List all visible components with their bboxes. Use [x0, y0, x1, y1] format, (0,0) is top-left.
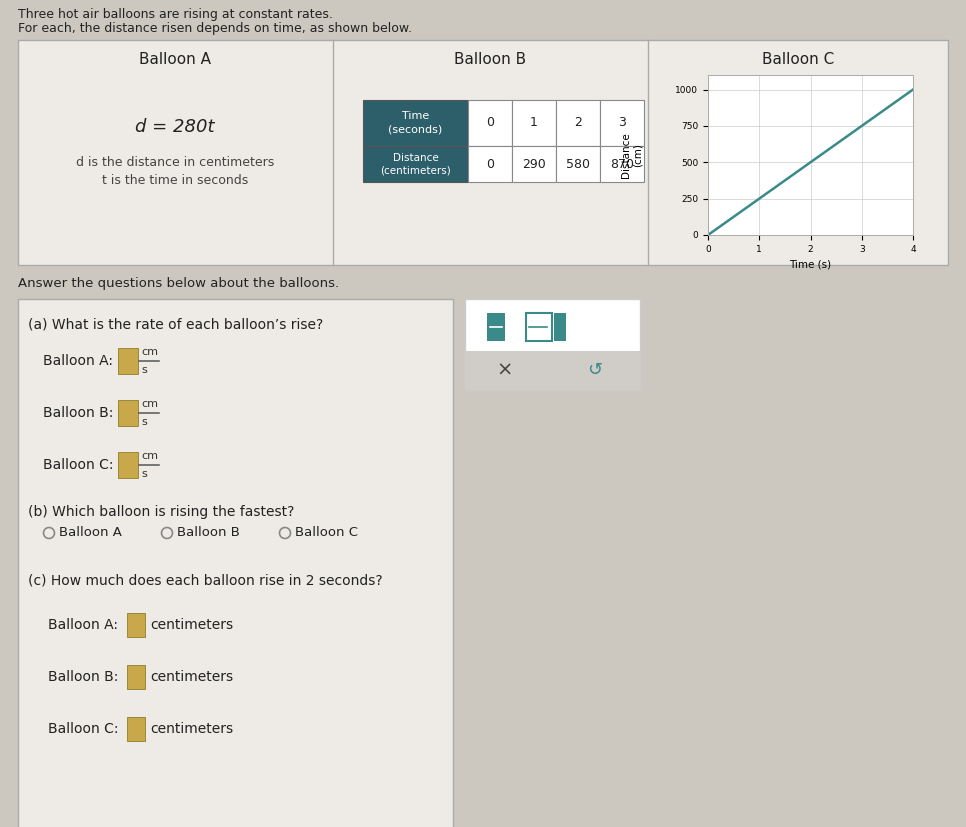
Text: Balloon B: Balloon B: [177, 527, 240, 539]
Text: 3: 3: [618, 117, 626, 130]
Text: Balloon A:: Balloon A:: [43, 354, 113, 368]
Text: cm: cm: [141, 399, 158, 409]
Bar: [556, 100, 600, 146]
Text: 2: 2: [574, 117, 582, 130]
Text: centimeters: centimeters: [150, 618, 233, 632]
Text: ↺: ↺: [587, 361, 603, 379]
Bar: [487, 313, 505, 341]
X-axis label: Time (s): Time (s): [789, 260, 832, 270]
Text: Balloon A: Balloon A: [139, 52, 211, 67]
Bar: [526, 313, 552, 341]
Text: 1: 1: [530, 117, 538, 130]
Bar: [127, 665, 145, 689]
Text: Balloon B:: Balloon B:: [48, 670, 119, 684]
Bar: [554, 313, 566, 341]
Text: cm: cm: [141, 451, 158, 461]
Text: Three hot air balloons are rising at constant rates.: Three hot air balloons are rising at con…: [18, 8, 333, 21]
Bar: [512, 146, 556, 182]
Bar: [18, 299, 453, 827]
Text: t is the time in seconds: t is the time in seconds: [101, 174, 248, 187]
Bar: [118, 400, 138, 426]
Y-axis label: Distance
(cm): Distance (cm): [621, 132, 642, 178]
Text: d = 280t: d = 280t: [135, 118, 214, 136]
Text: Time
(seconds): Time (seconds): [388, 112, 442, 135]
Text: Balloon C:: Balloon C:: [48, 722, 119, 736]
Bar: [512, 100, 556, 146]
Bar: [363, 146, 468, 182]
Bar: [363, 100, 468, 146]
Text: Balloon B:: Balloon B:: [43, 406, 113, 420]
Text: 290: 290: [523, 157, 546, 170]
Text: Balloon A: Balloon A: [59, 527, 122, 539]
Text: d is the distance in centimeters: d is the distance in centimeters: [76, 156, 274, 169]
Bar: [468, 146, 512, 182]
Text: Balloon C: Balloon C: [295, 527, 358, 539]
Text: 870: 870: [610, 157, 634, 170]
Bar: [600, 100, 644, 146]
Text: Answer the questions below about the balloons.: Answer the questions below about the bal…: [18, 277, 339, 290]
Bar: [468, 100, 512, 146]
Text: For each, the distance risen depends on time, as shown below.: For each, the distance risen depends on …: [18, 22, 412, 35]
Text: cm: cm: [141, 347, 158, 357]
Text: 0: 0: [486, 157, 494, 170]
Bar: [556, 146, 600, 182]
Bar: [127, 613, 145, 637]
Bar: [465, 299, 640, 389]
Text: Balloon C: Balloon C: [762, 52, 834, 67]
Text: s: s: [141, 469, 147, 479]
Text: (c) How much does each balloon rise in 2 seconds?: (c) How much does each balloon rise in 2…: [28, 573, 383, 587]
Text: Balloon A:: Balloon A:: [48, 618, 118, 632]
Text: (a) What is the rate of each balloon’s rise?: (a) What is the rate of each balloon’s r…: [28, 317, 324, 331]
Text: s: s: [141, 365, 147, 375]
Text: Distance
(centimeters): Distance (centimeters): [381, 153, 451, 175]
Text: 0: 0: [486, 117, 494, 130]
Bar: [127, 717, 145, 741]
Bar: [118, 348, 138, 374]
Text: centimeters: centimeters: [150, 670, 233, 684]
Text: s: s: [141, 417, 147, 427]
Bar: [18, 40, 948, 265]
Text: (b) Which balloon is rising the fastest?: (b) Which balloon is rising the fastest?: [28, 505, 295, 519]
Bar: [465, 351, 640, 389]
Bar: [118, 452, 138, 478]
Text: centimeters: centimeters: [150, 722, 233, 736]
Text: 580: 580: [566, 157, 590, 170]
Text: Balloon C:: Balloon C:: [43, 458, 113, 472]
Bar: [600, 146, 644, 182]
Text: Balloon B: Balloon B: [454, 52, 526, 67]
Text: ×: ×: [497, 361, 513, 380]
